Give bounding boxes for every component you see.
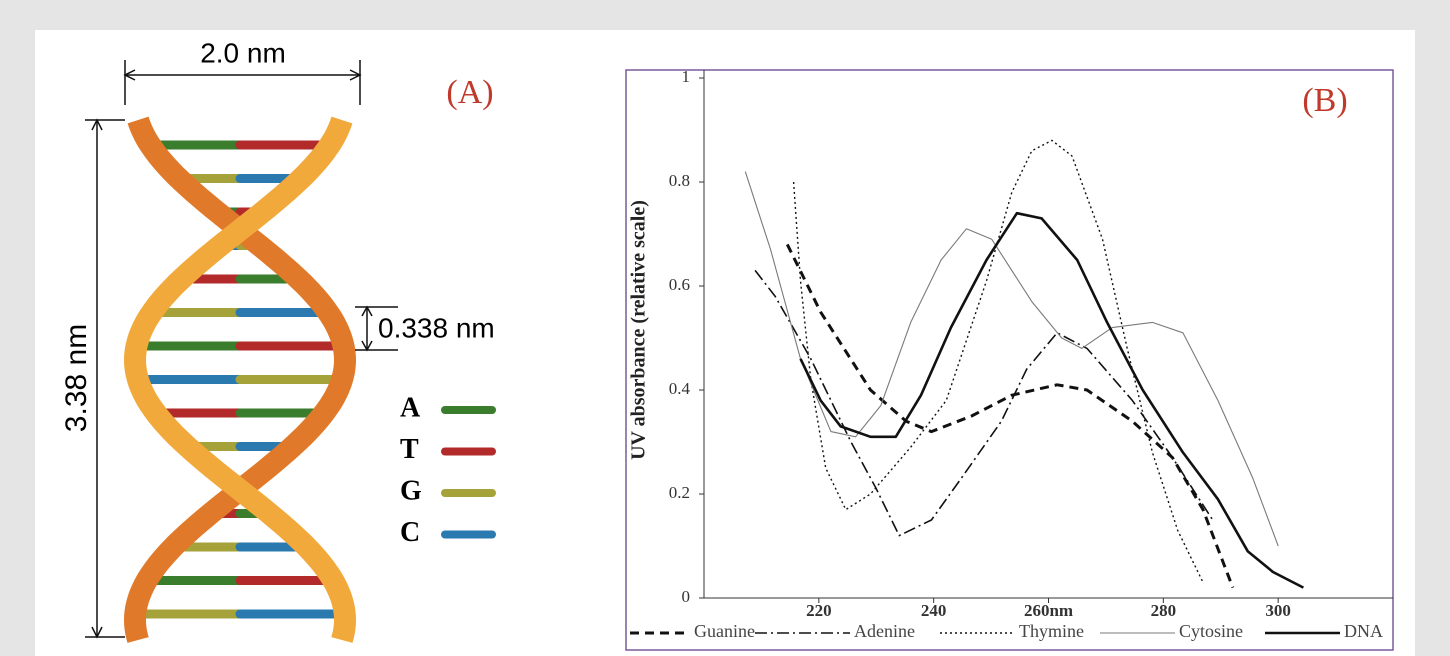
series-line <box>792 139 1204 583</box>
base-letter: C <box>400 517 420 548</box>
base-letter: T <box>400 434 419 465</box>
y-axis-label: UV absorbance (relative scale) <box>628 200 650 460</box>
panel-label: (A) <box>446 74 493 111</box>
x-tick-label: 220 <box>806 601 832 620</box>
y-tick-label: 0.8 <box>669 171 690 190</box>
legend-label: Adenine <box>854 621 915 641</box>
dimension-lines <box>85 60 398 639</box>
y-tick-label: 0 <box>682 587 691 606</box>
y-tick-label: 0.2 <box>669 483 690 502</box>
x-tick-label: 240 <box>921 601 947 620</box>
legend-label: DNA <box>1344 621 1383 641</box>
y-tick-label: 1 <box>682 67 691 86</box>
series-line <box>744 171 1279 547</box>
series-line <box>799 211 1304 589</box>
base-letter: A <box>400 392 421 423</box>
strand <box>123 116 357 643</box>
series-line <box>754 269 1214 537</box>
panel-label: (B) <box>1302 82 1347 119</box>
legend-label: Cytosine <box>1179 621 1243 641</box>
x-tick-label: 260nm <box>1024 601 1073 620</box>
width-label: 2.0 nm <box>200 37 286 68</box>
strand <box>123 116 357 643</box>
rise-label: 0.338 nm <box>378 312 495 343</box>
base-letter: G <box>400 475 422 506</box>
legend-label: Guanine <box>694 621 755 641</box>
chart-frame <box>625 69 1394 651</box>
y-tick-label: 0.4 <box>669 379 691 398</box>
y-tick-label: 0.6 <box>669 275 690 294</box>
legend-label: Thymine <box>1019 621 1084 641</box>
helix <box>123 116 357 643</box>
x-tick-label: 300 <box>1265 601 1291 620</box>
height-label: 3.38 nm <box>60 324 93 432</box>
chart: 0 0.2 0.4 0.6 0.8 1 220 240 260nm 280 300 UV absorb… <box>628 67 1393 641</box>
x-tick-label: 280 <box>1151 601 1177 620</box>
